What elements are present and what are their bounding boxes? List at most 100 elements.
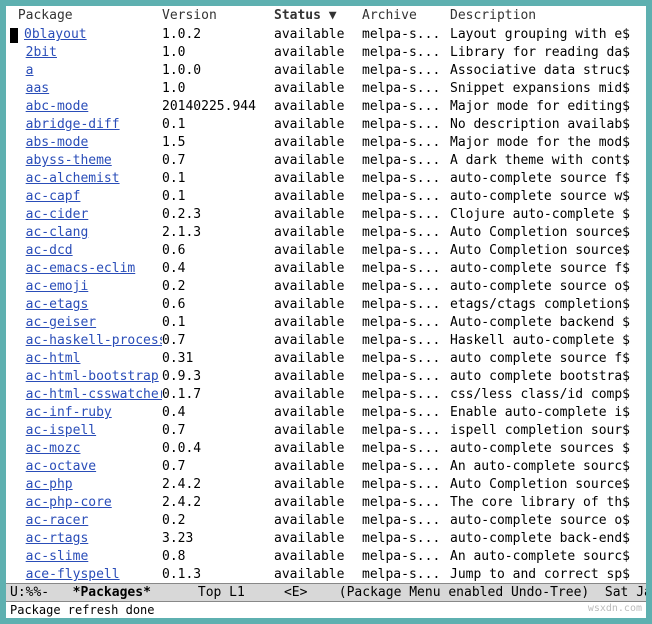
cell-archive: melpa-s... [362, 350, 450, 368]
cell-version: 1.0 [162, 80, 274, 98]
header-package[interactable]: Package [10, 7, 162, 25]
cell-version: 1.5 [162, 134, 274, 152]
cell-package: ac-emoji [10, 278, 162, 296]
cell-version: 0.4 [162, 260, 274, 278]
cell-status: available [274, 494, 362, 512]
header-version[interactable]: Version [162, 7, 274, 25]
table-row[interactable]: 0blayout1.0.2availablemelpa-s...Layout g… [6, 26, 646, 44]
sort-indicator-icon: ▼ [329, 8, 337, 23]
table-row[interactable]: ac-etags0.6availablemelpa-s...etags/ctag… [6, 296, 646, 314]
attribution-text: wsxdn.com [588, 603, 642, 617]
table-row[interactable]: ac-racer0.2availablemelpa-s...auto-compl… [6, 512, 646, 530]
cell-status: available [274, 422, 362, 440]
cell-description: auto complete source f$ [450, 350, 642, 368]
table-row[interactable]: ac-geiser0.1availablemelpa-s...Auto-comp… [6, 314, 646, 332]
cell-archive: melpa-s... [362, 278, 450, 296]
package-link[interactable]: ac-geiser [26, 315, 96, 330]
cell-package: abc-mode [10, 98, 162, 116]
cell-version: 0.6 [162, 242, 274, 260]
cell-version: 0.1 [162, 170, 274, 188]
table-row[interactable]: ac-clang2.1.3availablemelpa-s...Auto Com… [6, 224, 646, 242]
cell-status: available [274, 548, 362, 566]
cell-version: 0.1.7 [162, 386, 274, 404]
header-description[interactable]: Description [450, 7, 642, 25]
package-link[interactable]: ac-slime [26, 549, 89, 564]
cell-description: Snippet expansions mid$ [450, 80, 642, 98]
cell-archive: melpa-s... [362, 224, 450, 242]
cell-status: available [274, 224, 362, 242]
table-row[interactable]: ac-html0.31availablemelpa-s...auto compl… [6, 350, 646, 368]
table-row[interactable]: abs-mode1.5availablemelpa-s...Major mode… [6, 134, 646, 152]
table-row[interactable]: ac-haskell-process0.7availablemelpa-s...… [6, 332, 646, 350]
package-link[interactable]: ac-php [26, 477, 73, 492]
cell-archive: melpa-s... [362, 134, 450, 152]
table-row[interactable]: ac-php2.4.2availablemelpa-s...Auto Compl… [6, 476, 646, 494]
package-link[interactable]: ac-cider [26, 207, 89, 222]
table-row[interactable]: ac-inf-ruby0.4availablemelpa-s...Enable … [6, 404, 646, 422]
table-row[interactable]: ac-octave0.7availablemelpa-s...An auto-c… [6, 458, 646, 476]
package-link[interactable]: ac-capf [26, 189, 81, 204]
package-link[interactable]: ac-mozc [26, 441, 81, 456]
cell-archive: melpa-s... [362, 476, 450, 494]
package-link[interactable]: ac-alchemist [26, 171, 120, 186]
package-link[interactable]: ac-php-core [26, 495, 112, 510]
package-link[interactable]: ac-racer [26, 513, 89, 528]
package-link[interactable]: abridge-diff [26, 117, 120, 132]
table-row[interactable]: ac-dcd0.6availablemelpa-s...Auto Complet… [6, 242, 646, 260]
cell-archive: melpa-s... [362, 368, 450, 386]
package-link[interactable]: ac-html-bootstrap [26, 369, 159, 384]
package-link[interactable]: ac-html [26, 351, 81, 366]
package-link[interactable]: ac-haskell-process [26, 333, 162, 348]
table-row[interactable]: abc-mode20140225.944availablemelpa-s...M… [6, 98, 646, 116]
table-row[interactable]: ac-emacs-eclim0.4availablemelpa-s...auto… [6, 260, 646, 278]
package-link[interactable]: abyss-theme [26, 153, 112, 168]
modeline-time: Sat Jan [605, 585, 646, 600]
cell-status: available [274, 296, 362, 314]
table-row[interactable]: ac-ispell0.7availablemelpa-s...ispell co… [6, 422, 646, 440]
table-row[interactable]: ac-html-csswatcher0.1.7availablemelpa-s.… [6, 386, 646, 404]
table-row[interactable]: 2bit1.0availablemelpa-s...Library for re… [6, 44, 646, 62]
package-link[interactable]: 0blayout [24, 26, 87, 44]
package-link[interactable]: ace-flyspell [26, 567, 120, 582]
package-link[interactable]: ac-ispell [26, 423, 96, 438]
table-row[interactable]: aas1.0availablemelpa-s...Snippet expansi… [6, 80, 646, 98]
package-link[interactable]: ac-dcd [26, 243, 73, 258]
package-link[interactable]: aas [26, 81, 49, 96]
cell-description: Jump to and correct sp$ [450, 566, 642, 583]
modeline-coding: U:%%- [10, 585, 49, 600]
table-row[interactable]: a1.0.0availablemelpa-s...Associative dat… [6, 62, 646, 80]
package-link[interactable]: abs-mode [26, 135, 89, 150]
cell-package: ac-rtags [10, 530, 162, 548]
table-row[interactable]: ac-rtags3.23availablemelpa-s...auto-comp… [6, 530, 646, 548]
package-link[interactable]: ac-html-csswatcher [26, 387, 162, 402]
package-link[interactable]: 2bit [26, 45, 57, 60]
table-row[interactable]: ac-alchemist0.1availablemelpa-s...auto-c… [6, 170, 646, 188]
table-row[interactable]: ac-php-core2.4.2availablemelpa-s...The c… [6, 494, 646, 512]
cell-package: ac-php [10, 476, 162, 494]
package-link[interactable]: ac-inf-ruby [26, 405, 112, 420]
table-row[interactable]: ac-cider0.2.3availablemelpa-s...Clojure … [6, 206, 646, 224]
package-link[interactable]: ac-clang [26, 225, 89, 240]
package-link[interactable]: a [26, 63, 34, 78]
table-row[interactable]: ac-capf0.1availablemelpa-s...auto-comple… [6, 188, 646, 206]
header-status[interactable]: Status ▼ [274, 7, 362, 25]
package-link[interactable]: ac-octave [26, 459, 96, 474]
table-row[interactable]: ace-flyspell0.1.3availablemelpa-s...Jump… [6, 566, 646, 583]
header-archive[interactable]: Archive [362, 7, 450, 25]
cell-description: Clojure auto-complete $ [450, 206, 642, 224]
table-row[interactable]: ac-emoji0.2availablemelpa-s...auto-compl… [6, 278, 646, 296]
package-link[interactable]: ac-rtags [26, 531, 89, 546]
package-link[interactable]: ac-emacs-eclim [26, 261, 136, 276]
table-row[interactable]: abridge-diff0.1availablemelpa-s...No des… [6, 116, 646, 134]
cell-package: ac-clang [10, 224, 162, 242]
minibuffer-message: Package refresh done [10, 603, 155, 617]
cell-description: Haskell auto-complete $ [450, 332, 642, 350]
table-row[interactable]: ac-html-bootstrap0.9.3availablemelpa-s..… [6, 368, 646, 386]
package-link[interactable]: ac-emoji [26, 279, 89, 294]
table-row[interactable]: abyss-theme0.7availablemelpa-s...A dark … [6, 152, 646, 170]
package-link[interactable]: abc-mode [26, 99, 89, 114]
package-list-buffer[interactable]: Package Version Status ▼ Archive Descrip… [6, 6, 646, 583]
table-row[interactable]: ac-slime0.8availablemelpa-s...An auto-co… [6, 548, 646, 566]
table-row[interactable]: ac-mozc0.0.4availablemelpa-s...auto-comp… [6, 440, 646, 458]
package-link[interactable]: ac-etags [26, 297, 89, 312]
